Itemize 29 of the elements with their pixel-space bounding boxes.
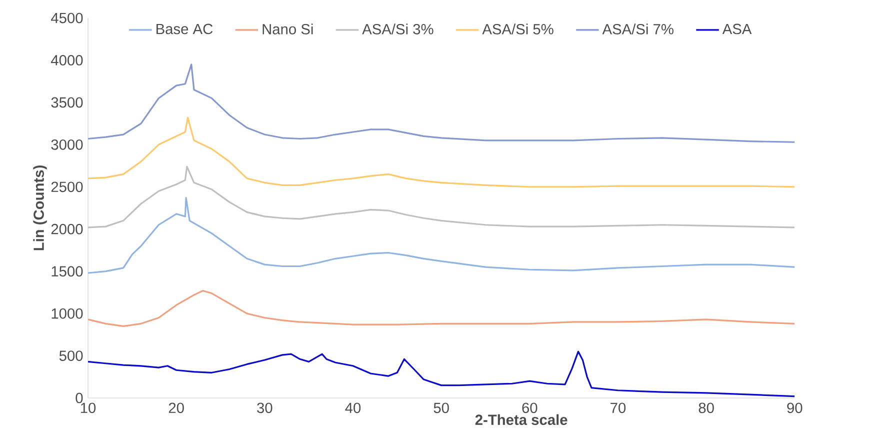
legend-label: Nano Si	[262, 24, 313, 34]
y-tick-label: 4000	[51, 55, 83, 66]
x-tick-label: 40	[345, 402, 361, 414]
x-tick-label: 80	[698, 402, 714, 414]
y-tick-label: 3000	[51, 139, 83, 150]
x-tick-label: 90	[787, 402, 802, 414]
y-tick-label: 0	[76, 392, 83, 404]
x-tick-label: 60	[522, 402, 538, 414]
x-tick-label: 50	[434, 402, 449, 414]
legend-label: ASA/Si 5%	[482, 24, 554, 34]
x-tick-label: 30	[257, 402, 272, 414]
x-tick-label: 70	[610, 402, 626, 414]
y-tick-label: 500	[59, 350, 83, 361]
y-tick-label: 3500	[51, 97, 83, 108]
line-series	[88, 166, 795, 228]
x-tick-label: 10	[80, 402, 96, 414]
y-tick-label: 2000	[51, 224, 83, 234]
y-tick-label: 1500	[52, 266, 83, 277]
legend-label: Base AC	[156, 24, 213, 34]
legend-label: ASA	[722, 24, 752, 34]
x-tick-label: 20	[168, 402, 184, 414]
y-tick-label: 1000	[52, 308, 83, 319]
legend-label: ASA/Si 7%	[602, 24, 674, 34]
y-axis-title: Lin (Counts)	[33, 166, 47, 250]
y-tick-label: 2500	[51, 182, 83, 192]
legend-label: ASA/Si 3%	[362, 24, 434, 34]
line-series	[88, 197, 795, 274]
x-axis-title: 2-Theta scale	[475, 414, 568, 426]
y-tick-label: 4500	[51, 12, 83, 24]
